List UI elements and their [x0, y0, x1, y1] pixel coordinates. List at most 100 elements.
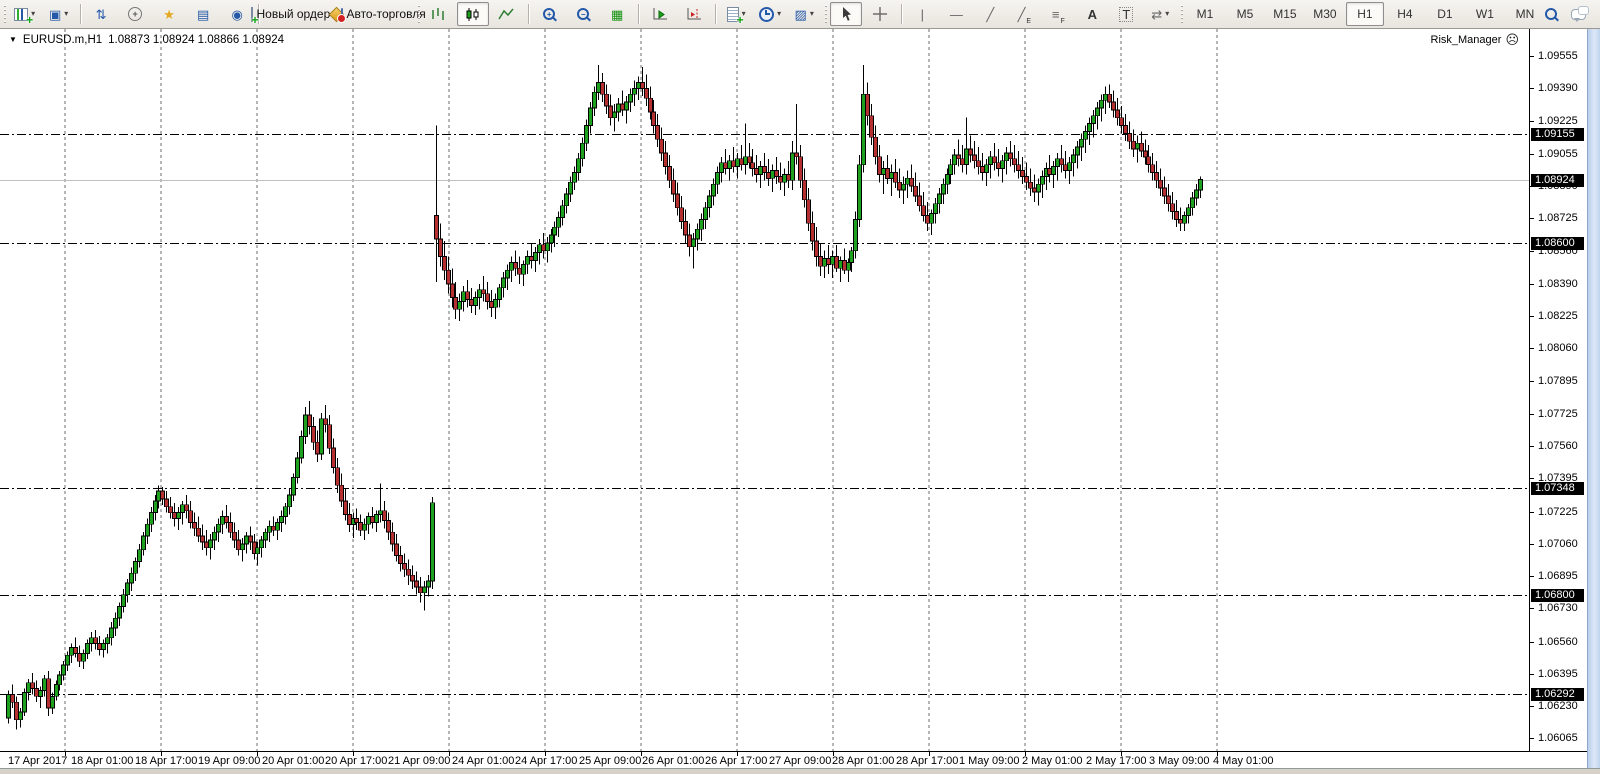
line-chart-button[interactable]	[491, 2, 523, 26]
autotrading-button[interactable]: Авто-торговля	[337, 2, 426, 26]
arrows-tool[interactable]: ⇄ ▾	[1144, 2, 1176, 26]
window-right-edge	[1587, 29, 1600, 774]
price-tick	[1530, 218, 1534, 219]
toolbar-grip[interactable]	[824, 5, 827, 23]
price-tick	[1530, 738, 1534, 739]
search-icon[interactable]	[1545, 8, 1557, 20]
timeframe-button-h4[interactable]: H4	[1397, 7, 1413, 21]
price-badge: 1.06292	[1531, 688, 1584, 701]
timeframe-button-w1[interactable]: W1	[1475, 7, 1494, 21]
crosshair-button[interactable]	[864, 2, 896, 26]
market-watch-icon: ⇅	[95, 6, 107, 22]
triangle-down-icon[interactable]: ▼	[9, 35, 17, 44]
timeframe-button-mn[interactable]: MN	[1515, 7, 1535, 21]
timeframe-button-m15[interactable]: M15	[1273, 7, 1297, 21]
candlestick-chart-button[interactable]	[456, 2, 489, 26]
price-badge: 1.08924	[1531, 174, 1584, 187]
zoom-in-icon: +	[543, 8, 556, 20]
fibonacci-tool[interactable]: ≡ F	[1051, 6, 1065, 26]
price-label: 1.07225	[1538, 506, 1578, 518]
indicators-icon	[726, 6, 744, 27]
new-order-button[interactable]: Новый ордер	[251, 2, 330, 27]
price-label: 1.09555	[1538, 50, 1578, 62]
time-label: 24 Apr 17:00	[515, 755, 578, 767]
text-label-tool[interactable]: T	[1110, 2, 1142, 26]
chat-icon[interactable]	[1571, 5, 1589, 22]
tester-icon: ◉	[231, 6, 243, 22]
clock-icon	[759, 6, 775, 22]
tile-windows-button[interactable]: ▦	[601, 2, 633, 26]
price-tick	[1530, 414, 1534, 415]
chart-plot-area[interactable]: ▼ EURUSD.m,H1 1.08873 1.08924 1.08866 1.…	[0, 29, 1529, 751]
price-label: 1.06560	[1538, 636, 1578, 648]
ohlc-values: 1.08873 1.08924 1.08866 1.08924	[108, 34, 285, 46]
price-tick	[1530, 381, 1534, 382]
timeframe-button-d1[interactable]: D1	[1437, 7, 1453, 21]
ea-name-label: Risk_Manager	[1430, 33, 1502, 46]
channel-tool[interactable]: ╱ E	[1017, 6, 1032, 26]
time-label: 28 Apr 17:00	[896, 755, 959, 767]
timeframe-button-h1[interactable]: H1	[1345, 2, 1384, 26]
chart-shift-button[interactable]	[678, 2, 710, 26]
zoom-out-button[interactable]: −	[567, 2, 599, 26]
data-window-button[interactable]: +	[119, 2, 151, 26]
price-tick	[1530, 674, 1534, 675]
periods-button[interactable]: ▾	[754, 2, 786, 26]
cursor-button[interactable]	[829, 2, 862, 26]
chart-window: ▼ EURUSD.m,H1 1.08873 1.08924 1.08866 1.…	[0, 29, 1600, 774]
timeframe-button-m5[interactable]: M5	[1236, 7, 1254, 21]
timeframe-button-m30[interactable]: M30	[1313, 7, 1337, 21]
horizontal-line-tool[interactable]: —	[940, 2, 972, 26]
timeframe-button-m1[interactable]: M1	[1196, 7, 1214, 21]
time-tick	[545, 752, 546, 756]
chart-canvas[interactable]	[0, 29, 1529, 751]
price-tick	[1530, 478, 1534, 479]
price-axis[interactable]: 1.095551.093901.092251.090551.088901.087…	[1529, 29, 1587, 751]
time-label: 26 Apr 17:00	[705, 755, 768, 767]
time-axis[interactable]: 17 Apr 2017 18 Apr 01:00 18 Apr 17:00 19 Ap…	[0, 751, 1587, 769]
price-tick	[1530, 56, 1534, 57]
templates-button[interactable]: ▨ ▾	[788, 2, 820, 26]
market-watch-button[interactable]: ⇅	[85, 2, 117, 26]
price-badge: 1.08600	[1531, 237, 1584, 250]
strategy-tester-button[interactable]: ◉	[221, 2, 253, 26]
time-tick	[929, 752, 930, 756]
toolbar-grip[interactable]	[3, 5, 6, 23]
candlestick-chart-icon	[466, 7, 479, 21]
auto-scroll-button[interactable]	[644, 2, 676, 26]
vertical-line-icon: |	[920, 6, 924, 22]
text-label-icon: T	[1119, 6, 1134, 22]
profiles-icon: ▣	[48, 6, 62, 22]
text-tool[interactable]: A	[1076, 2, 1108, 26]
chevron-down-icon: ▾	[64, 9, 69, 18]
price-label: 1.06230	[1538, 700, 1578, 712]
terminal-button[interactable]: ▤	[187, 2, 219, 26]
time-label: 3 May 09:00	[1149, 755, 1210, 767]
trendline-tool[interactable]: ╱	[974, 2, 1006, 26]
price-label: 1.08725	[1538, 212, 1578, 224]
time-label: 27 Apr 09:00	[769, 755, 832, 767]
navigator-button[interactable]: ★	[153, 2, 185, 26]
price-badge: 1.07348	[1531, 482, 1584, 495]
profiles-button[interactable]: ▣ ▾	[43, 2, 75, 26]
price-label: 1.07395	[1538, 472, 1578, 484]
indicators-button[interactable]: ▾	[720, 2, 752, 27]
vertical-line-tool[interactable]: |	[906, 2, 938, 26]
price-tick	[1530, 544, 1534, 545]
zoom-in-button[interactable]: +	[533, 2, 565, 26]
toolbar-grip[interactable]	[417, 5, 420, 23]
toolbar-grip[interactable]	[1180, 5, 1183, 23]
time-label: 1 May 09:00	[959, 755, 1020, 767]
price-tick	[1530, 154, 1534, 155]
price-label: 1.06395	[1538, 668, 1578, 680]
time-tick	[833, 752, 834, 756]
zoom-out-icon: −	[577, 8, 590, 20]
toolbar-separator	[900, 4, 902, 24]
fibonacci-icon: ≡	[1051, 6, 1060, 22]
price-tick	[1530, 316, 1534, 317]
time-label: 18 Apr 01:00	[71, 755, 134, 767]
new-chart-button[interactable]: ▾	[9, 2, 41, 27]
price-label: 1.08390	[1538, 278, 1578, 290]
bar-chart-button[interactable]	[423, 2, 455, 26]
